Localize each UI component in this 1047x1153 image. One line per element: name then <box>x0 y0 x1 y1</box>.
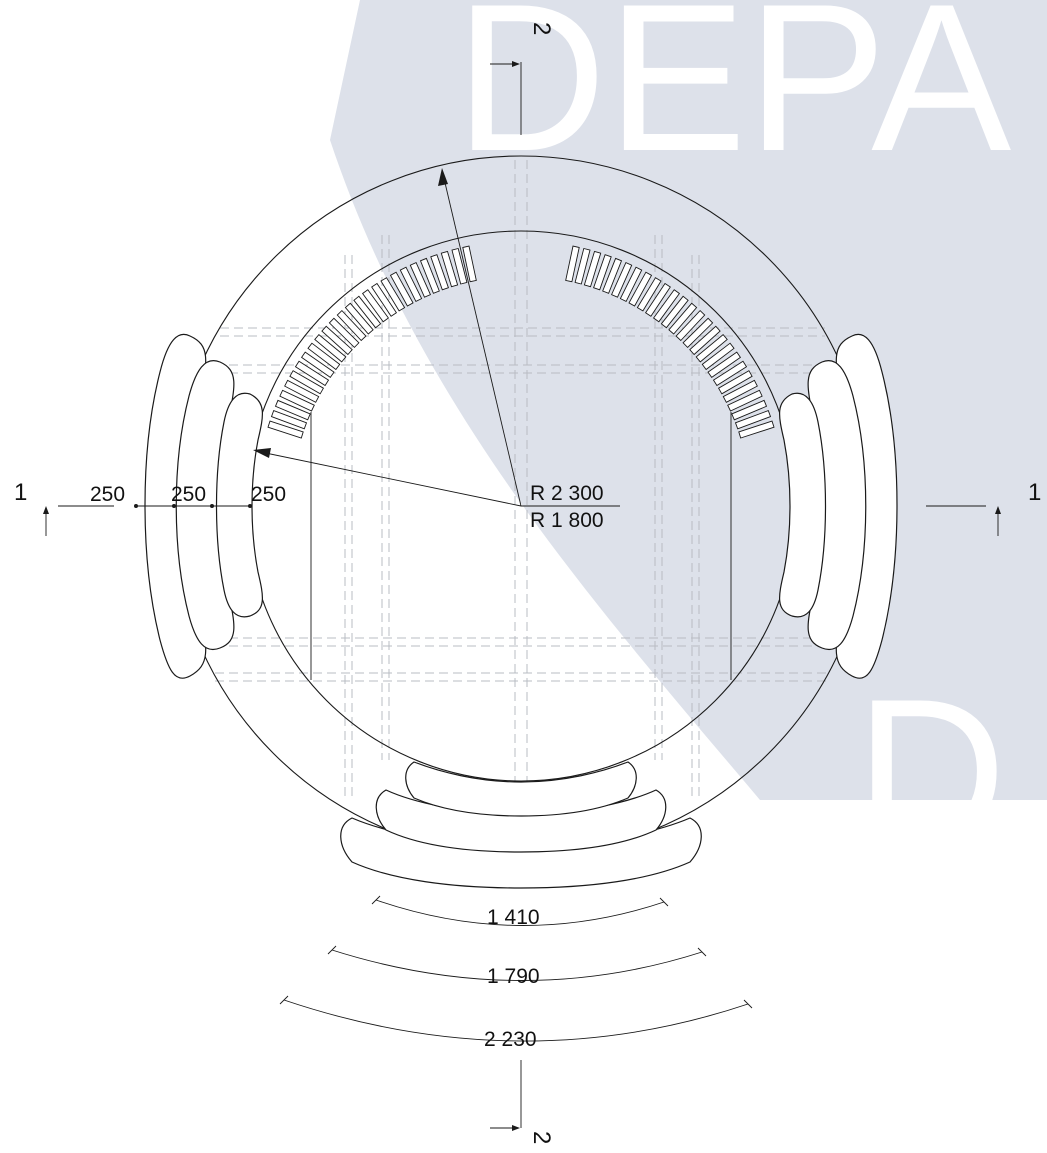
slat-left-23 <box>430 254 449 291</box>
radius-label-outer: R 2 300 <box>530 482 604 505</box>
slat-left-6 <box>289 370 325 395</box>
arc-dimension-2230 <box>283 999 749 1042</box>
slat-right-2 <box>574 247 591 285</box>
arc-dimension-1790 <box>331 949 703 981</box>
slat-right-17 <box>695 333 728 363</box>
slat-left-13 <box>336 309 367 342</box>
slat-left-17 <box>371 282 398 317</box>
arc-dimension-1410 <box>375 899 665 926</box>
slat-left-11 <box>321 325 353 356</box>
slat-right-3 <box>583 250 602 288</box>
slat-left-5 <box>284 379 320 403</box>
slat-right-13 <box>668 302 698 335</box>
seat-depth-dimensions: 250 250 250 <box>90 483 286 508</box>
seat-depth-tick-2 <box>172 504 176 508</box>
slat-right-26 <box>738 420 775 439</box>
slat-left-9 <box>307 342 341 371</box>
slat-right-11 <box>652 289 681 323</box>
radius-line-inner <box>255 450 522 507</box>
slat-left-4 <box>279 389 315 412</box>
slat-left-19 <box>389 271 414 307</box>
slat-left-22 <box>419 257 440 294</box>
slat-left-10 <box>314 333 347 363</box>
slat-left-25 <box>451 247 468 285</box>
seat-right-inner <box>779 392 827 618</box>
arc-label-1410: 1 410 <box>487 906 540 929</box>
slat-left-8 <box>300 351 335 379</box>
slat-right-23 <box>727 389 763 412</box>
seat-depth-label-3: 250 <box>251 483 286 506</box>
slat-right-21 <box>717 370 753 395</box>
slat-right-25 <box>734 410 772 430</box>
slat-left-24 <box>440 250 459 288</box>
seat-depth-tick-4 <box>248 504 252 508</box>
slat-right-18 <box>701 342 735 371</box>
slat-right-7 <box>619 266 643 303</box>
section-1-left-label: 1 <box>14 479 27 506</box>
slat-left-7 <box>294 360 330 387</box>
radius-arrowhead-inner <box>253 448 271 458</box>
arc-label-1790: 1 790 <box>487 965 540 988</box>
slat-right-12 <box>660 295 689 329</box>
section-2-top-label: 2 <box>528 22 555 35</box>
slat-left-3 <box>274 399 311 421</box>
slat-right-1 <box>565 245 580 283</box>
radius-arrowhead-outer <box>438 168 448 186</box>
arc-dimensions: 1 410 1 790 2 230 <box>279 895 753 1051</box>
slat-left-15 <box>353 295 382 329</box>
slat-left-14 <box>344 302 374 335</box>
seat-depth-label-2: 250 <box>171 483 206 506</box>
radius-label-inner: R 1 800 <box>530 509 604 532</box>
watermark-top-text: DEPA <box>455 0 1011 195</box>
seats <box>144 333 898 889</box>
slat-right-5 <box>602 257 623 294</box>
slat-right-22 <box>722 379 758 403</box>
slat-right-6 <box>611 262 633 298</box>
radius-line-outer <box>441 169 522 507</box>
slat-right-10 <box>644 282 671 317</box>
slat-left-16 <box>361 289 390 323</box>
slat-rows <box>267 245 775 439</box>
section-markers: 1 1 2 2 <box>14 22 1041 1144</box>
slat-left-2 <box>270 410 308 430</box>
slat-left-12 <box>328 317 360 349</box>
slat-left-26 <box>462 245 477 283</box>
watermark-bottom-text: D <box>855 655 1007 890</box>
seat-depth-tick-3 <box>210 504 214 508</box>
arc-label-2230: 2 230 <box>484 1028 537 1051</box>
slat-right-15 <box>682 317 714 349</box>
watermark: DEPA D <box>330 0 1047 890</box>
section-1-right-label: 1 <box>1028 479 1041 506</box>
seat-depth-label-1: 250 <box>90 483 125 506</box>
slat-right-9 <box>636 277 662 312</box>
seat-left-inner <box>215 392 263 618</box>
slat-right-24 <box>731 399 768 421</box>
seat-bottom-inner <box>405 761 637 817</box>
slat-right-8 <box>628 271 653 307</box>
slat-left-21 <box>409 262 431 298</box>
slat-right-4 <box>593 254 612 291</box>
section-2-bottom-label: 2 <box>528 1131 555 1144</box>
slat-right-19 <box>707 351 742 379</box>
slat-right-16 <box>689 325 721 356</box>
slat-right-14 <box>675 309 706 342</box>
slat-left-18 <box>380 277 406 312</box>
radius-dimensions: R 2 300 R 1 800 <box>253 168 620 532</box>
slat-left-20 <box>399 266 423 303</box>
slat-left-1 <box>267 420 304 439</box>
slat-right-20 <box>712 360 748 387</box>
seat-depth-tick-1 <box>134 504 138 508</box>
